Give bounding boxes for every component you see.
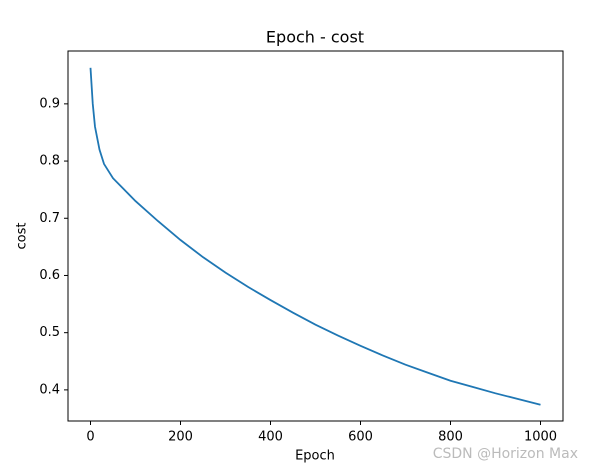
x-tick-label: 0 <box>86 430 94 445</box>
y-tick-label: 0.4 <box>39 382 60 397</box>
x-tick-label: 600 <box>348 430 373 445</box>
plot-frame <box>67 50 564 422</box>
x-tick-label: 1000 <box>524 430 557 445</box>
line <box>89 67 541 406</box>
watermark: CSDN @Horizon Max <box>433 446 578 462</box>
y-tick-label: 0.7 <box>39 211 60 226</box>
y-tick-label: 0.8 <box>39 154 60 169</box>
x-tick-label: 400 <box>258 430 283 445</box>
chart-title: Epoch - cost <box>266 28 364 47</box>
y-tick-label: 0.5 <box>39 325 60 340</box>
x-axis-label: Epoch <box>295 449 335 464</box>
y-axis-label: cost <box>15 223 30 250</box>
x-tick-label: 200 <box>168 430 193 445</box>
y-tick-label: 0.6 <box>39 268 60 283</box>
x-tick-label: 800 <box>438 430 463 445</box>
y-tick-label: 0.9 <box>39 96 60 111</box>
